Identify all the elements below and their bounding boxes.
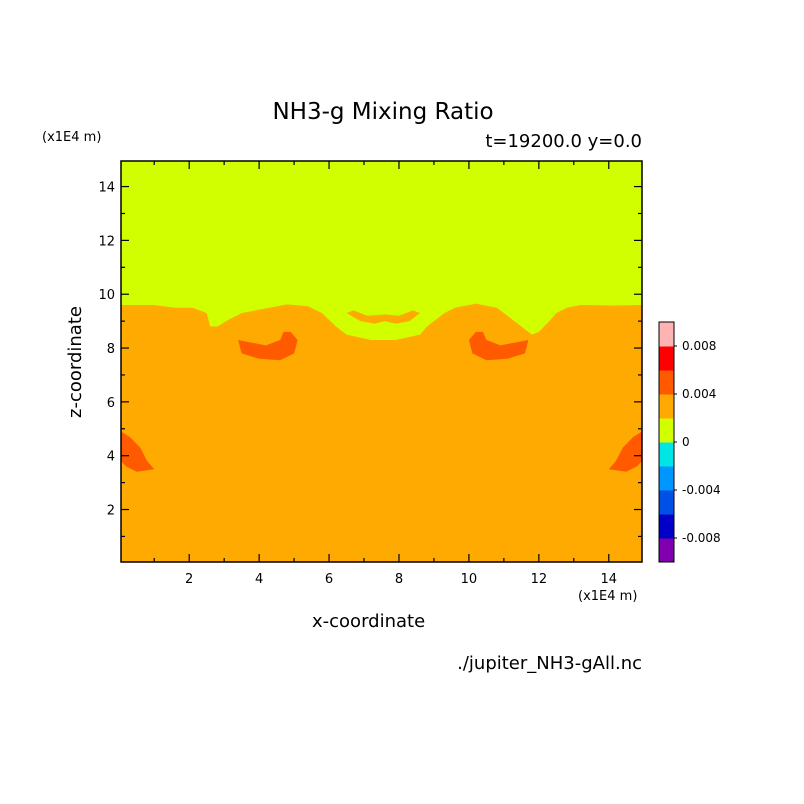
y-tick-label: 4 [107, 450, 115, 465]
chart-title: NH3-g Mixing Ratio [272, 99, 494, 125]
colorbar-swatch [659, 466, 674, 491]
colorbar-swatch [659, 538, 674, 563]
chart-subtitle: t=19200.0 y=0.0 [485, 131, 642, 152]
field-region-0 [121, 161, 642, 340]
colorbar-swatch [659, 442, 674, 467]
x-tick-label: 4 [255, 572, 263, 587]
colorbar-tick-label: 0.004 [682, 387, 716, 401]
y-tick-label: 14 [98, 181, 115, 196]
colorbar-tick-label: -0.004 [682, 483, 721, 497]
x-tick-label: 10 [461, 572, 478, 587]
colorbar-swatch [659, 394, 674, 419]
colorbar-tick-label: 0.008 [682, 339, 716, 353]
colorbar-swatch [659, 418, 674, 443]
y-tick-label: 8 [107, 342, 115, 357]
y-tick-label: 12 [98, 234, 115, 249]
field-region-3 [346, 310, 420, 324]
colorbar-swatch [659, 514, 674, 539]
colorbar-swatch [659, 490, 674, 515]
colorbar-swatch [659, 322, 674, 347]
field-region-1 [262, 318, 319, 328]
y-tick-label: 6 [107, 396, 115, 411]
x-tick-label: 2 [185, 572, 193, 587]
field-region-7 [608, 431, 642, 472]
x-tick-label: 12 [531, 572, 548, 587]
colorbar-tick-label: 0 [682, 435, 690, 449]
x-tick-label: 8 [395, 572, 403, 587]
colorbar-tick-label: -0.008 [682, 531, 721, 545]
x-tick-label: 14 [601, 572, 618, 587]
field-region-6 [121, 431, 155, 472]
x-axis-unit: (x1E4 m) [578, 589, 638, 604]
field-layer [121, 161, 642, 562]
colorbar: 0.008 0.004 0 -0.004 -0.008 [658, 321, 721, 563]
y-tick-label: 2 [107, 504, 115, 519]
plot-frame [120, 160, 643, 563]
field-region-2 [447, 318, 504, 328]
y-axis-unit: (x1E4 m) [42, 130, 102, 145]
colorbar-swatch [659, 370, 674, 395]
y-tick-label: 10 [98, 288, 115, 303]
axes-layer: 2 4 6 8 10 12 14 2 4 6 8 10 12 14 [98, 160, 643, 587]
x-tick-label: 6 [325, 572, 333, 587]
source-file-label: ./jupiter_NH3-gAll.nc [457, 653, 642, 674]
colorbar-swatch [659, 346, 674, 371]
field-region-5 [468, 331, 529, 361]
field-region-4 [238, 331, 298, 361]
x-axis-label: x-coordinate [312, 611, 426, 632]
